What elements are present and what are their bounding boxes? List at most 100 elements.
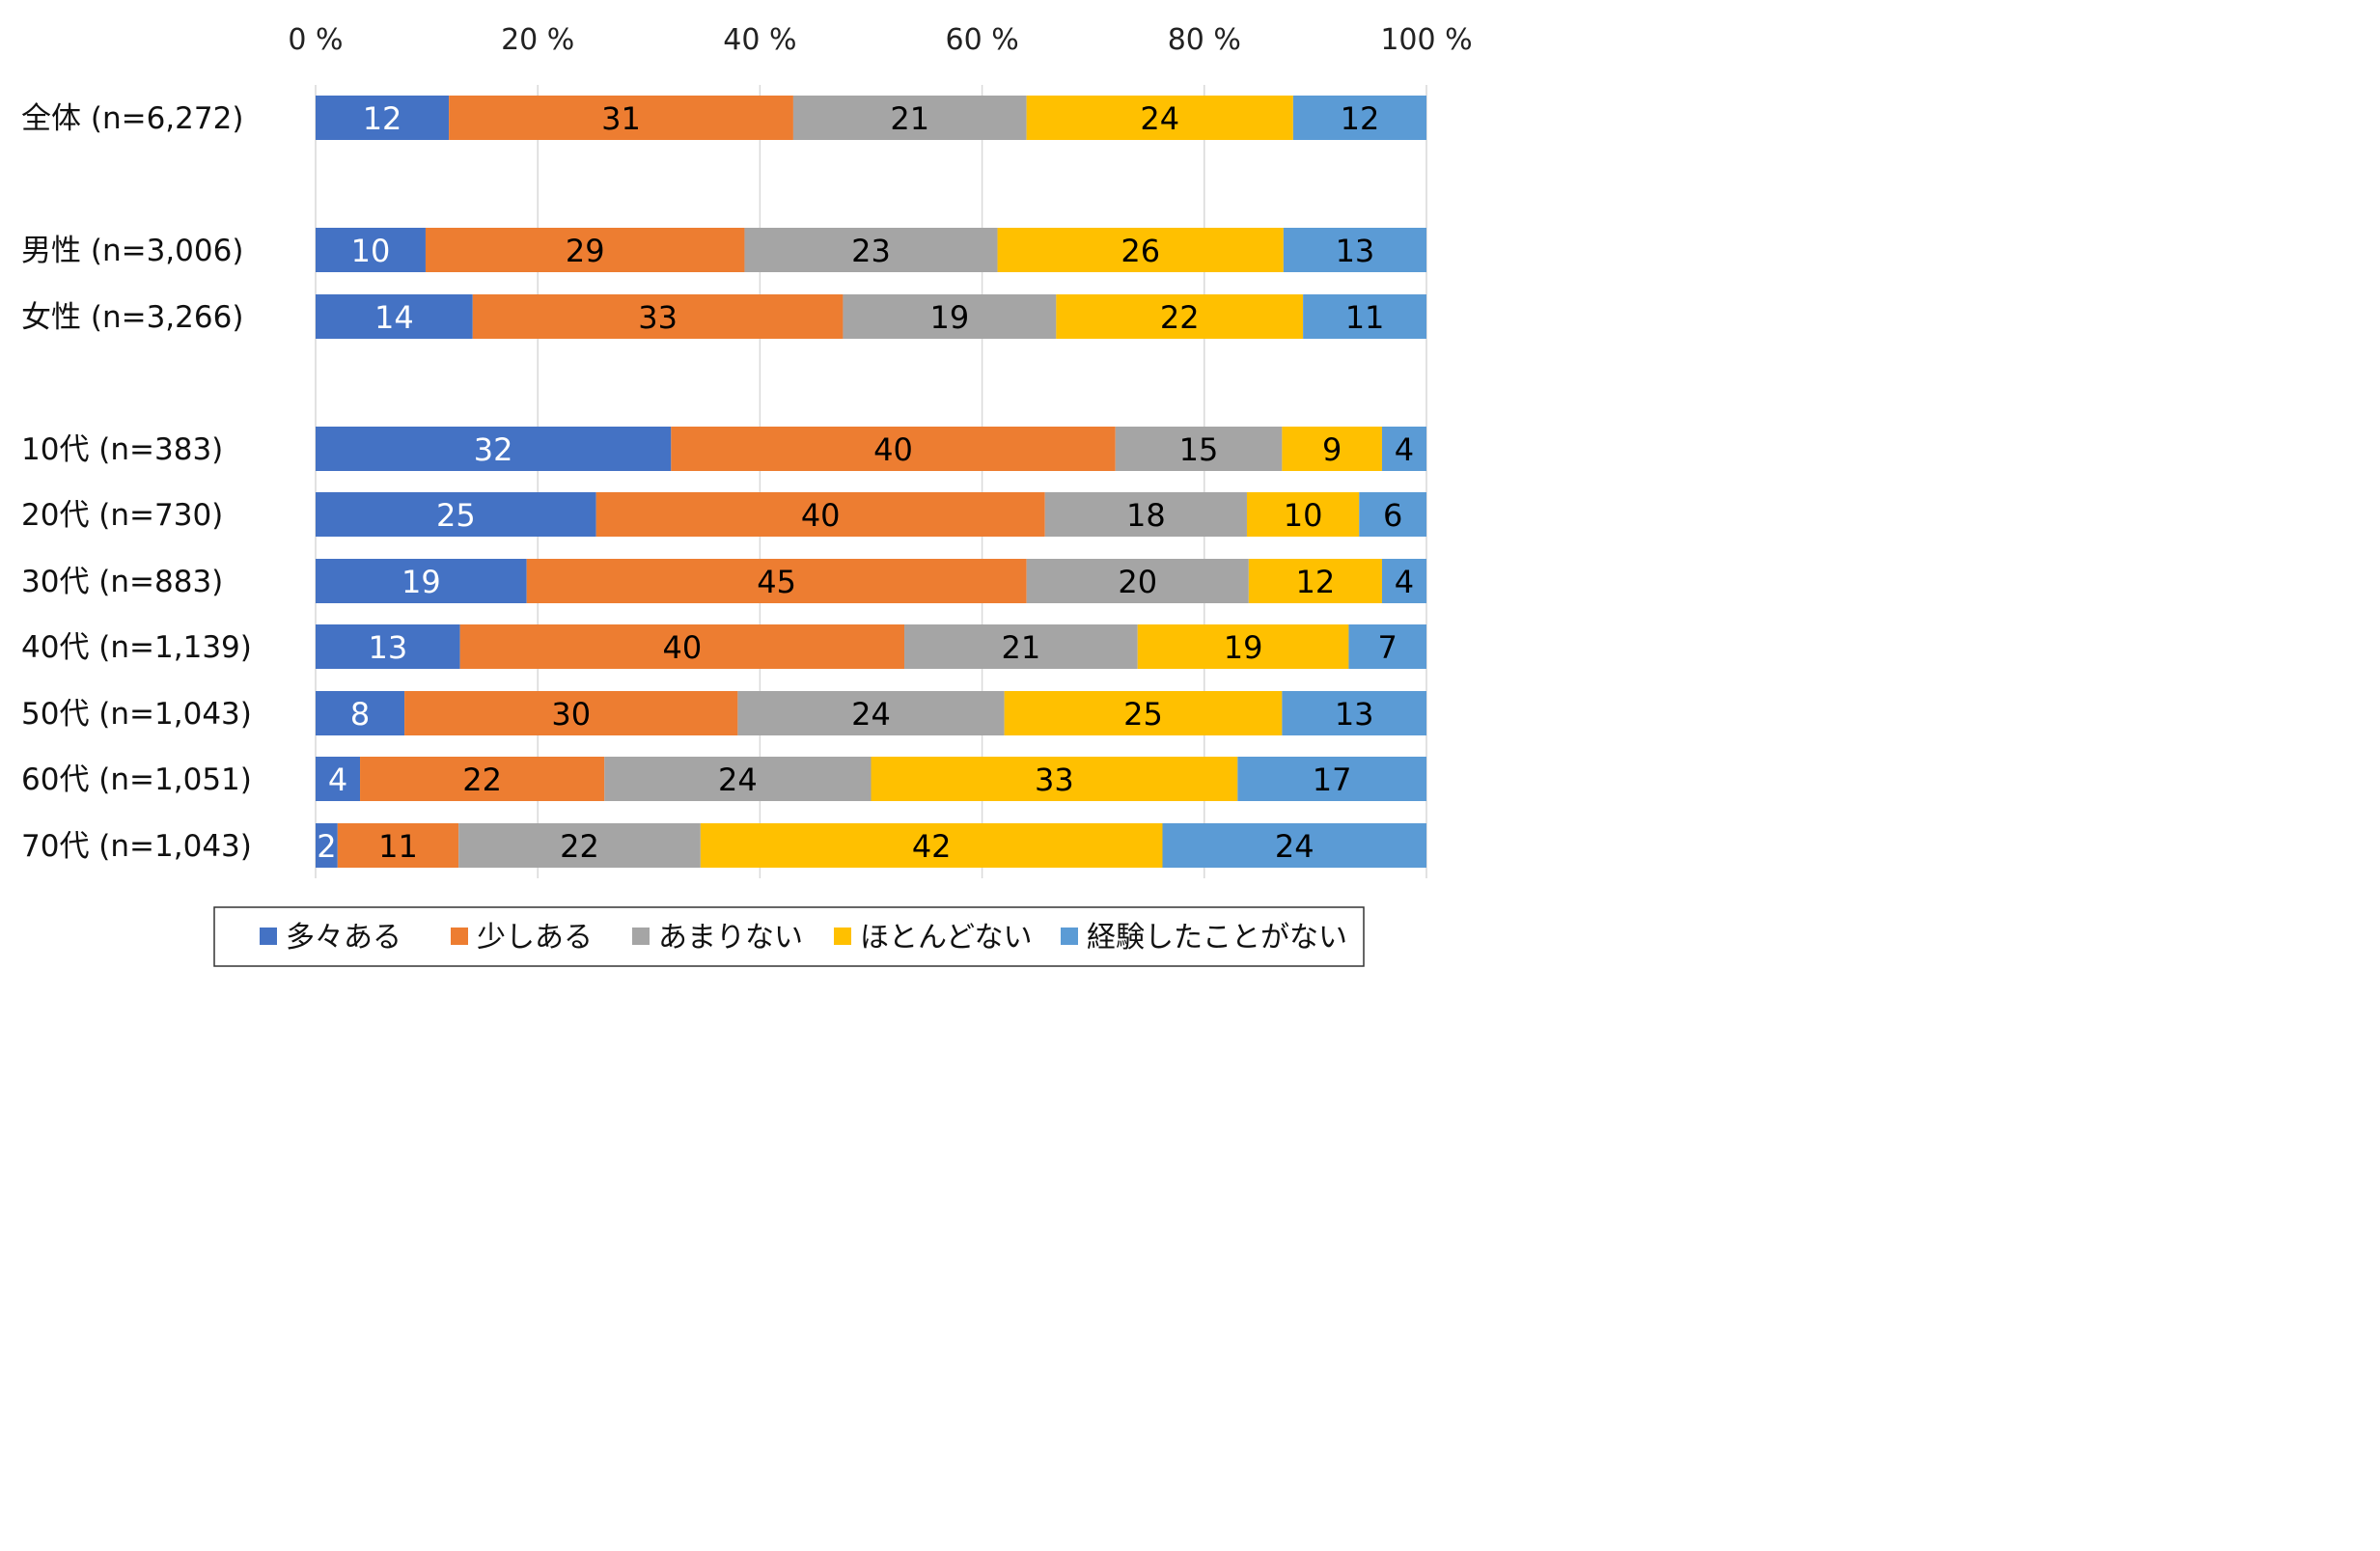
data-label: 23 bbox=[851, 233, 891, 269]
data-label: 11 bbox=[378, 828, 418, 865]
legend-label: 多々ある bbox=[286, 921, 401, 955]
data-label: 33 bbox=[638, 299, 678, 336]
data-label: 10 bbox=[1284, 497, 1323, 534]
bar-segment bbox=[316, 757, 361, 801]
data-label: 24 bbox=[851, 696, 891, 733]
bar-segment bbox=[1044, 492, 1247, 537]
data-label: 30 bbox=[551, 696, 591, 733]
data-label: 12 bbox=[1296, 564, 1336, 600]
bar-segment bbox=[1237, 757, 1426, 801]
category-label: 20代 (n=730) bbox=[21, 498, 223, 533]
data-label: 45 bbox=[757, 564, 796, 600]
bar-segment bbox=[449, 96, 793, 140]
bar-segment bbox=[1137, 624, 1349, 669]
gridlines bbox=[315, 85, 1427, 878]
bar-segment bbox=[316, 691, 405, 735]
category-label: 50代 (n=1,043) bbox=[21, 697, 252, 732]
bar-segment bbox=[316, 294, 473, 339]
data-label: 2 bbox=[317, 828, 336, 865]
bar-segment bbox=[1359, 492, 1426, 537]
data-label: 40 bbox=[801, 497, 841, 534]
data-label: 24 bbox=[718, 762, 758, 798]
data-label: 26 bbox=[1121, 233, 1160, 269]
data-label: 31 bbox=[601, 100, 641, 137]
bar-segment bbox=[1283, 228, 1426, 272]
data-label: 32 bbox=[474, 431, 513, 468]
bar-segment bbox=[1162, 823, 1426, 868]
data-label: 7 bbox=[1378, 629, 1398, 666]
data-label: 13 bbox=[1335, 696, 1374, 733]
bar-segment bbox=[404, 691, 738, 735]
bar-segment bbox=[1303, 294, 1426, 339]
bar-segment bbox=[700, 823, 1163, 868]
data-label: 11 bbox=[1345, 299, 1385, 336]
data-label: 12 bbox=[363, 100, 402, 137]
category-labels: 全体 (n=6,272) 男性 (n=3,006) 女性 (n=3,266) 10代 … bbox=[21, 101, 252, 864]
bar-segment bbox=[671, 427, 1116, 471]
legend-label: ほとんどない bbox=[860, 921, 1033, 955]
stacked-bar-chart: 0 % 20 % 40 % 60 % 80 % 100 % 全体 (n=6,272) 男性 … bbox=[21, 23, 1473, 967]
legend-label: 経験したことがない bbox=[1087, 921, 1347, 955]
bar-segment bbox=[871, 757, 1238, 801]
bar-segment bbox=[997, 228, 1284, 272]
bar-segment bbox=[1292, 96, 1426, 140]
data-label: 22 bbox=[1160, 299, 1200, 336]
bar-segment bbox=[1248, 559, 1382, 603]
data-label: 6 bbox=[1383, 497, 1402, 534]
bar-segment bbox=[1004, 691, 1283, 735]
data-label: 22 bbox=[462, 762, 502, 798]
bar-segment bbox=[316, 559, 527, 603]
data-label: 9 bbox=[1322, 431, 1342, 468]
bar-segment bbox=[1115, 427, 1283, 471]
data-label: 4 bbox=[328, 762, 347, 798]
data-label: 4 bbox=[1395, 564, 1414, 600]
data-label: 8 bbox=[350, 696, 370, 733]
bar-segment bbox=[904, 624, 1138, 669]
data-label: 19 bbox=[1224, 629, 1263, 666]
legend-swatch bbox=[834, 928, 851, 945]
data-label: 19 bbox=[401, 564, 441, 600]
bar-segment bbox=[425, 228, 745, 272]
x-tick-label: 40 % bbox=[723, 23, 796, 57]
bar-segment bbox=[1282, 427, 1382, 471]
category-label: 70代 (n=1,043) bbox=[21, 829, 252, 864]
bar-segment bbox=[337, 823, 459, 868]
data-label: 42 bbox=[912, 828, 952, 865]
data-label: 29 bbox=[566, 233, 605, 269]
data-label: 25 bbox=[1123, 696, 1163, 733]
bar-segment bbox=[744, 228, 998, 272]
data-label: 10 bbox=[351, 233, 391, 269]
data-label: 24 bbox=[1140, 100, 1179, 137]
data-label: 24 bbox=[1275, 828, 1315, 865]
bar-segment bbox=[1056, 294, 1304, 339]
data-label: 25 bbox=[436, 497, 476, 534]
legend-frame bbox=[213, 906, 1365, 967]
bar-segment bbox=[472, 294, 844, 339]
category-label: 60代 (n=1,051) bbox=[21, 762, 252, 797]
data-label: 40 bbox=[873, 431, 913, 468]
bar-segment bbox=[316, 492, 596, 537]
data-label: 21 bbox=[890, 100, 929, 137]
bar-segment bbox=[1381, 559, 1426, 603]
legend-label: あまりない bbox=[658, 921, 803, 955]
x-tick-label: 0 % bbox=[288, 23, 343, 57]
category-label: 10代 (n=383) bbox=[21, 432, 223, 467]
category-label: 男性 (n=3,006) bbox=[21, 234, 243, 268]
bar-segment bbox=[1246, 492, 1360, 537]
bar-segment bbox=[1282, 691, 1426, 735]
data-label: 22 bbox=[560, 828, 599, 865]
x-axis-ticks: 0 % 20 % 40 % 60 % 80 % 100 % bbox=[288, 23, 1472, 57]
data-label: 40 bbox=[662, 629, 702, 666]
bar-segment bbox=[526, 559, 1027, 603]
bar-segment bbox=[843, 294, 1057, 339]
data-label: 20 bbox=[1118, 564, 1157, 600]
bar-segment bbox=[595, 492, 1045, 537]
data-label: 18 bbox=[1126, 497, 1166, 534]
bar-segment bbox=[316, 823, 338, 868]
x-tick-label: 20 % bbox=[501, 23, 574, 57]
legend: 多々ある 少しある あまりない ほとんどない 経験したことがない bbox=[213, 906, 1365, 967]
x-tick-label: 60 % bbox=[945, 23, 1018, 57]
category-label: 女性 (n=3,266) bbox=[21, 300, 243, 335]
legend-swatch bbox=[632, 928, 650, 945]
